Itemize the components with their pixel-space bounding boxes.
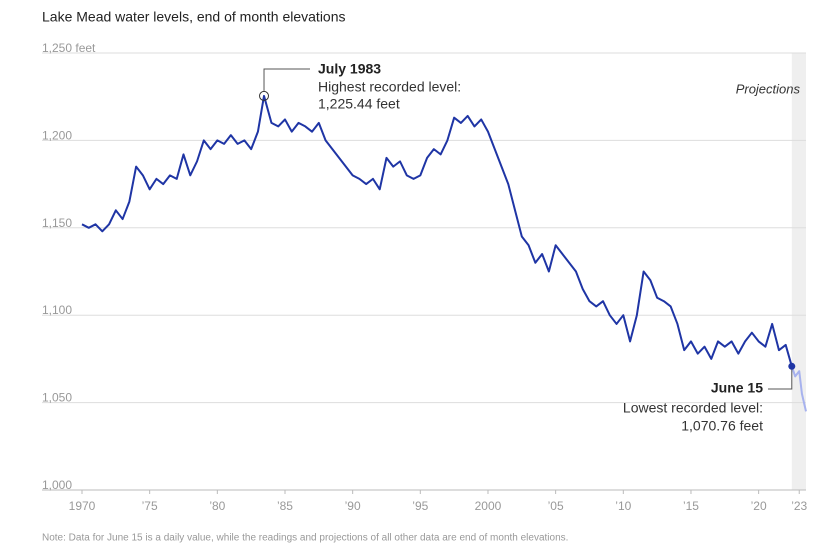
annotation-marker [788, 362, 796, 370]
annotation-value: 1,070.76 feet [681, 418, 763, 434]
x-tick-label: 1970 [69, 499, 96, 513]
y-tick-label: 1,050 [42, 391, 72, 405]
annotation-title: June 15 [711, 380, 763, 396]
note: Note: Data for June 15 is a daily value,… [42, 533, 568, 544]
annotation-text: Lowest recorded level: [623, 400, 763, 416]
x-tick-label: ’23 [791, 499, 807, 513]
projection-band [791, 53, 806, 490]
chart-title: Lake Mead water levels, end of month ele… [42, 9, 346, 25]
annotation-leader [768, 366, 793, 390]
projection-label: Projections [736, 81, 801, 96]
y-tick-label: 1,200 [42, 128, 72, 142]
annotation-text: Highest recorded level: [318, 79, 461, 95]
x-tick-label: ’05 [548, 499, 564, 513]
y-tick-label: 1,150 [42, 216, 72, 230]
x-tick-label: ’80 [209, 499, 225, 513]
annotation-value: 1,225.44 feet [318, 96, 400, 112]
y-tick-label: 1,000 [42, 478, 72, 492]
annotation-leader [263, 68, 310, 91]
x-tick-label: 2000 [475, 499, 502, 513]
x-tick-label: ’15 [683, 499, 699, 513]
x-tick-label: ’95 [412, 499, 428, 513]
data-line [81, 94, 793, 367]
x-tick-label: ’85 [277, 499, 293, 513]
annotation-marker [259, 90, 270, 101]
data-line [790, 365, 807, 412]
y-tick-label: 1,100 [42, 303, 72, 317]
x-tick-label: ’75 [142, 499, 158, 513]
x-tick-label: ’20 [751, 499, 767, 513]
annotation-title: July 1983 [318, 61, 381, 77]
x-tick-label: ’10 [615, 499, 631, 513]
y-tick-label: 1,250 feet [42, 41, 96, 55]
x-tick-label: ’90 [345, 499, 361, 513]
